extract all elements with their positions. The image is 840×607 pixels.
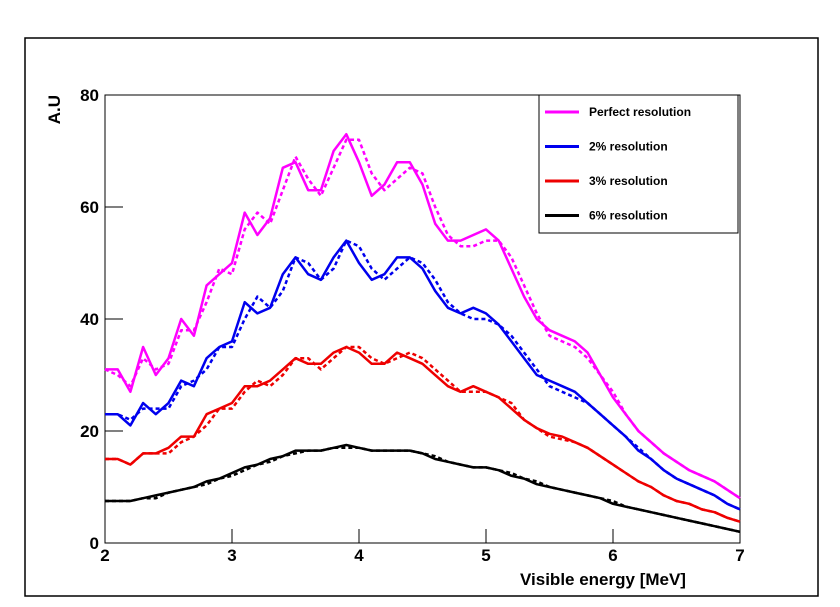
legend-label: 3% resolution bbox=[589, 174, 668, 188]
y-tick-label: 80 bbox=[80, 86, 99, 105]
y-tick-label: 0 bbox=[90, 534, 99, 553]
series-line bbox=[105, 239, 741, 511]
x-tick-label: 4 bbox=[354, 546, 364, 565]
x-tick-label: 7 bbox=[735, 546, 744, 565]
x-tick-label: 5 bbox=[481, 546, 490, 565]
series-line bbox=[105, 443, 741, 534]
y-tick-label: 40 bbox=[80, 310, 99, 329]
legend-label: 2% resolution bbox=[589, 140, 668, 154]
legend-label: 6% resolution bbox=[589, 209, 668, 223]
y-tick-label: 60 bbox=[80, 198, 99, 217]
x-tick-label: 2 bbox=[100, 546, 109, 565]
series-line bbox=[105, 345, 741, 523]
legend-box bbox=[538, 94, 739, 234]
x-tick-label: 6 bbox=[608, 546, 617, 565]
y-axis-label: A.U bbox=[45, 95, 64, 124]
series-line bbox=[105, 239, 741, 511]
series-line bbox=[105, 446, 741, 534]
y-tick-label: 20 bbox=[80, 422, 99, 441]
x-axis-label: Visible energy [MeV] bbox=[520, 570, 686, 589]
legend-label: Perfect resolution bbox=[589, 105, 691, 119]
series-line bbox=[104, 138, 741, 500]
x-tick-label: 3 bbox=[227, 546, 236, 565]
canvas-frame bbox=[24, 37, 819, 597]
